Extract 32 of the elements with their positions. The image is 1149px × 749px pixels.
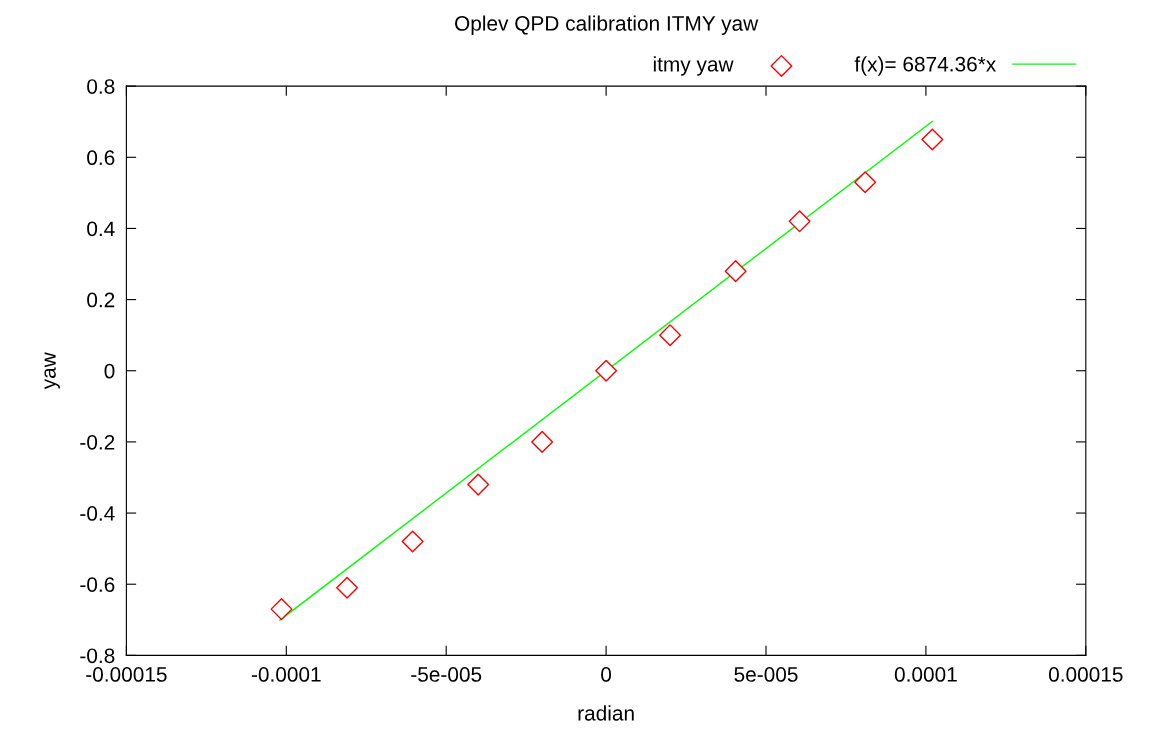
x-tick-label: 0 [601,667,612,682]
chart-title: Oplev QPD calibration ITMY yaw [455,15,759,35]
y-axis-title: yaw [44,352,60,390]
point [467,473,490,496]
point [595,359,618,382]
x-tick-label: -0.0001 [251,667,321,682]
y-tick-label: -0.8 [80,648,115,664]
point [270,598,293,621]
x-axis-title: radian [578,705,634,721]
point [788,210,811,233]
legend-label: f(x)= 6874.36*x [854,56,996,76]
y-tick-label: 0.8 [87,79,115,94]
x-tick-label: -5e-005 [411,667,482,682]
point [336,576,359,599]
x-tick-label: 0.0001 [894,667,957,682]
y-tick-label: 0.2 [87,292,115,308]
legend-label: itmy yaw [653,56,734,76]
point [401,530,424,553]
y-tick-label: -0.2 [80,434,115,450]
y-tick-label: 0.4 [87,221,115,237]
point [531,430,554,453]
y-tick-label: 0 [104,363,115,379]
y-tick-label: -0.6 [80,577,115,592]
x-tick-label: 5e-005 [734,667,798,682]
point [921,128,944,151]
y-tick-label: 0.6 [87,150,115,166]
x-tick-label: -0.00015 [86,667,167,682]
point [724,260,747,283]
point [659,324,682,347]
x-tick-label: 0.00015 [1048,667,1123,682]
point [854,171,877,194]
y-tick-label: -0.4 [80,506,115,521]
